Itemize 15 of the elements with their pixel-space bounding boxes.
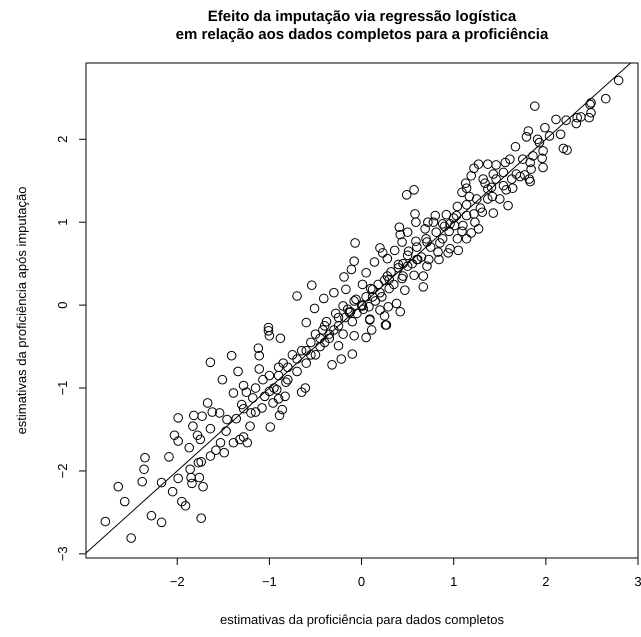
y-tick-label: 2 xyxy=(55,136,70,143)
y-axis-title: estimativas da proficiência após imputação xyxy=(14,186,29,434)
chart-title: Efeito da imputação via regressão logística em relação aos dados completos para a proficiência xyxy=(176,8,549,43)
x-tick-label: 0 xyxy=(358,574,366,589)
y-tick-label: −1 xyxy=(55,380,70,396)
y-tick-label: 1 xyxy=(55,218,70,226)
x-tick-label: −1 xyxy=(262,574,277,589)
y-tick-label: −3 xyxy=(55,546,70,562)
y-tick-label: −2 xyxy=(55,464,70,478)
y-tick-label: 0 xyxy=(55,301,70,309)
x-tick-label: 2 xyxy=(542,574,550,589)
x-tick-label: −2 xyxy=(170,574,185,589)
x-tick-label: 3 xyxy=(634,574,641,589)
x-axis-title: estimativas da proficiência para dados completos xyxy=(220,612,504,627)
x-tick-label: 1 xyxy=(450,574,458,589)
